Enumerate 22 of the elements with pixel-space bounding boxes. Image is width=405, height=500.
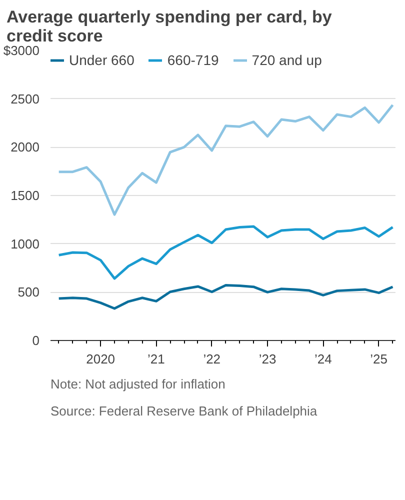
legend-label: 660-719	[167, 52, 219, 68]
legend-label: Under 660	[69, 52, 134, 68]
line-series	[58, 104, 394, 216]
chart-title: Average quarterly spending per card, by credit score	[6, 8, 332, 46]
x-tick-label: ’24	[314, 352, 332, 366]
text: Note: Not adjusted for inflation	[50, 376, 226, 392]
y-tick-label: 1000	[10, 236, 40, 252]
y-tick-label: 2500	[10, 91, 40, 106]
x-tick-label: ’23	[258, 352, 276, 366]
line-series	[58, 284, 394, 310]
y-tick-label: 1500	[10, 188, 40, 203]
line-series	[58, 225, 394, 280]
x-tick-label: 2020	[86, 352, 116, 366]
y-tick-label: 0	[32, 333, 40, 348]
y-tick-label: 500	[18, 284, 40, 300]
x-tick-label: ’21	[148, 352, 165, 366]
source-note: Source: Federal Reserve Bank of Philadelphia	[50, 404, 318, 418]
y-tick-label: 2000	[10, 140, 40, 155]
legend-label: 720 and up	[252, 52, 322, 68]
y-tick-label: $3000	[3, 43, 40, 58]
x-tick-label: ’25	[370, 352, 388, 366]
x-tick-label: ’22	[203, 352, 221, 366]
